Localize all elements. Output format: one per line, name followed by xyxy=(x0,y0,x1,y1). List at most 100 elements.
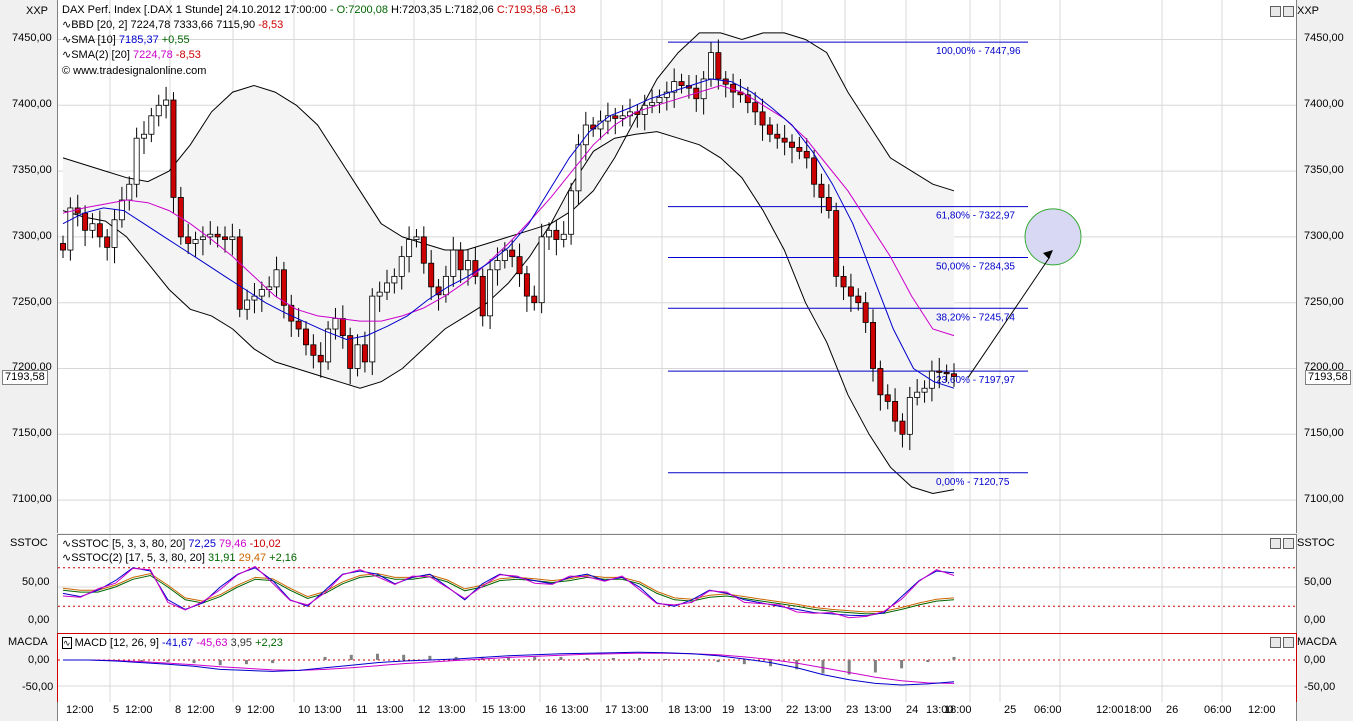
time-tick-label: 13:00 xyxy=(804,704,832,716)
sstoc-legend-2[interactable]: ∿SSTOC(2) [17, 5, 3, 80, 20] 31,91 29,47… xyxy=(62,552,298,564)
close-icon[interactable] xyxy=(1283,538,1294,549)
sstoc-axis-right-50: 50,00 xyxy=(1304,576,1332,588)
sma20-legend[interactable]: ∿SMA(2) [20] 7224,78 -8,53 xyxy=(62,49,201,61)
time-tick-label: 12:00 xyxy=(247,704,275,716)
candle-body xyxy=(479,275,486,317)
close-value: C:7193,58 xyxy=(496,4,548,16)
macd-pane[interactable] xyxy=(57,633,1297,703)
price-tick-label: 7300,00 xyxy=(1304,229,1344,242)
copyright-label[interactable]: © www.tradesignalonline.com xyxy=(62,65,207,77)
candle-body xyxy=(649,102,656,106)
time-tick-label: 8 xyxy=(175,704,182,716)
sma10-legend[interactable]: ∿SMA [10] 7185,37 +0,55 xyxy=(62,34,190,46)
candle-body xyxy=(420,236,427,264)
fib-label: 100,00% - 7447,96 xyxy=(936,46,1021,57)
candle-body xyxy=(921,387,928,393)
price-tick-label: 7350,00 xyxy=(1304,164,1344,177)
close-icon[interactable] xyxy=(1283,6,1294,17)
candle-body xyxy=(708,52,714,80)
bollinger-upper-line xyxy=(62,32,955,251)
candle-body xyxy=(303,328,309,346)
candle-body xyxy=(928,370,935,389)
sstoc-fast-signal xyxy=(62,565,955,619)
symbol-tag-right: XXP xyxy=(1297,5,1320,17)
candle-body xyxy=(96,223,103,238)
candle-body xyxy=(222,236,228,240)
candle-body xyxy=(678,81,685,86)
restore-icon[interactable] xyxy=(1270,637,1281,648)
candle-body xyxy=(862,302,869,323)
price-tick-label: 7400,00 xyxy=(1304,98,1344,111)
candle-body xyxy=(892,400,899,422)
time-tick-label: 17 xyxy=(605,704,618,716)
candle-body xyxy=(170,99,177,198)
candle-body xyxy=(192,239,199,244)
candle-body xyxy=(89,223,96,231)
candle-body xyxy=(789,141,795,148)
candle-body xyxy=(914,391,921,398)
candle-body xyxy=(332,318,339,330)
candle-body xyxy=(744,94,751,104)
candle-body xyxy=(781,137,788,143)
price-tick-label: 7100,00 xyxy=(12,493,52,506)
target-circle xyxy=(1024,208,1082,266)
candle-body xyxy=(361,344,368,363)
candle-body xyxy=(899,420,906,435)
time-tick-label: 11 xyxy=(356,704,368,716)
sstoc-legend-1[interactable]: ∿SSTOC [5, 3, 3, 80, 20] 72,25 79,46 -10… xyxy=(62,538,281,550)
time-tick-label: 06:00 xyxy=(1204,704,1232,716)
indicator-icon: ∿ xyxy=(62,49,72,61)
price-tick-label: 7250,00 xyxy=(12,295,52,308)
fib-label: 0,00% - 7120,75 xyxy=(936,477,1010,488)
restore-icon[interactable] xyxy=(1270,6,1281,17)
candle-body xyxy=(457,249,464,271)
candle-body xyxy=(413,236,420,240)
candle-body xyxy=(325,328,332,363)
candle-body xyxy=(398,256,405,277)
candle-body xyxy=(538,236,545,304)
sma20-line xyxy=(62,84,955,337)
candle-body xyxy=(612,115,619,119)
candle-body xyxy=(141,133,147,139)
candle-body xyxy=(825,197,832,211)
fib-label: 23,60% - 7197,97 xyxy=(936,375,1015,386)
candle-body xyxy=(288,304,295,322)
time-tick-label: 12:00 xyxy=(125,704,153,716)
time-tick-label: 18:00 xyxy=(944,704,972,716)
candle-body xyxy=(870,322,876,369)
time-tick-label: 10 xyxy=(298,704,311,716)
candle-body xyxy=(199,236,206,240)
candle-body xyxy=(487,269,494,317)
bbd-legend[interactable]: ∿BBD [20, 2] 7224,78 7333,66 7115,90 -8,… xyxy=(62,19,284,31)
candle-body xyxy=(384,282,390,293)
candle-body xyxy=(339,318,346,336)
macd-legend[interactable]: ∿ MACD [12, 26, 9] -41,67 -45,63 3,95 +2… xyxy=(62,637,283,649)
candle-body xyxy=(280,269,287,306)
bollinger-lower-line xyxy=(62,131,955,495)
candle-body xyxy=(229,236,236,240)
time-tick-label: 13:00 xyxy=(744,704,772,716)
time-tick-label: 13:00 xyxy=(684,704,712,716)
candle-body xyxy=(546,229,552,238)
time-tick-label: 06:00 xyxy=(1034,704,1062,716)
macd-axis-right-50: -50,00 xyxy=(1304,681,1336,693)
candle-body xyxy=(251,295,258,301)
candle-body xyxy=(730,83,737,93)
candle-body xyxy=(575,144,582,192)
candle-body xyxy=(774,133,781,139)
candle-body xyxy=(663,91,670,98)
candle-body xyxy=(943,372,950,375)
candle-body xyxy=(604,115,611,122)
candle-body xyxy=(855,295,862,304)
macd-signal-line xyxy=(63,652,955,684)
restore-icon[interactable] xyxy=(1270,538,1281,549)
price-pane[interactable]: 100,00% - 7447,96 61,80% - 7322,97 50,00% … xyxy=(57,0,1297,533)
macd-chart xyxy=(58,634,1296,702)
sstoc-axis-right-0: 0,00 xyxy=(1304,614,1326,626)
time-tick-label: 13:00 xyxy=(561,704,589,716)
price-tick-label: 7450,00 xyxy=(12,32,52,45)
candle-body xyxy=(833,210,840,277)
macd-axis-right-0: 0,00 xyxy=(1304,654,1326,666)
candle-body xyxy=(715,52,722,80)
close-icon[interactable] xyxy=(1283,637,1294,648)
